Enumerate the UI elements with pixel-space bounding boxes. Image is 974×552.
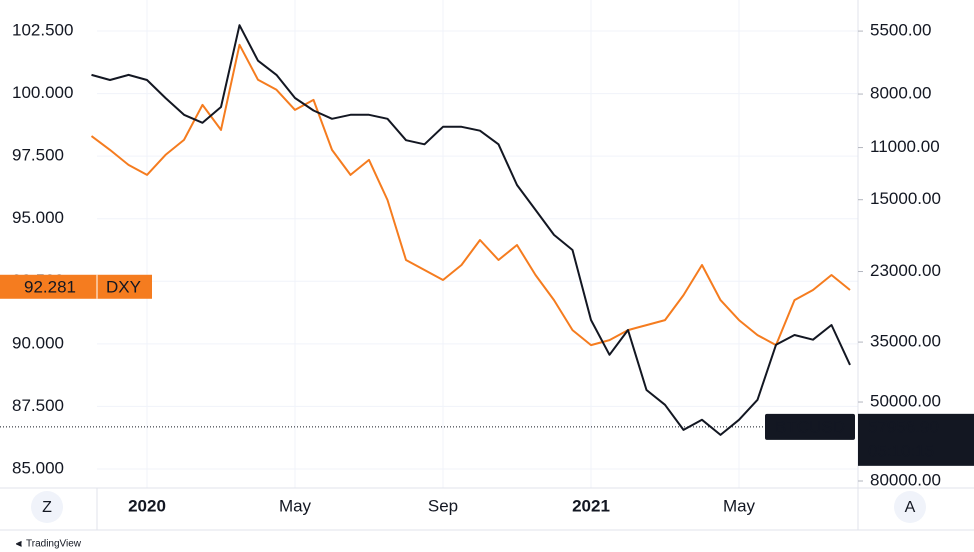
line-dxy [90, 43, 851, 347]
y-tick-label: 95.000 [12, 208, 64, 227]
series-tag-label: DXY [106, 277, 141, 296]
price-tag [858, 413, 974, 466]
x-tick-label: 2021 [572, 496, 610, 515]
price-tag-label: 92.281 [24, 277, 76, 296]
y2-tick-label: 80000.00 [870, 470, 941, 489]
y2-tick-label: 15000.00 [870, 189, 941, 208]
price-tag-label: 57956.90 [868, 417, 939, 436]
y-tick-label: 87.500 [12, 396, 64, 415]
y-tick-label: 102.500 [12, 21, 73, 40]
x-tick-label: 2020 [128, 496, 166, 515]
y2-tick-label: 5500.00 [870, 21, 931, 40]
line-btcusd [91, 24, 851, 436]
y2-tick-label: 23000.00 [870, 261, 941, 280]
zoom-button[interactable] [31, 491, 63, 523]
y-tick-label: 90.000 [12, 333, 64, 352]
x-tick-label: Sep [428, 496, 458, 515]
price-tag [0, 274, 152, 299]
series-tag [765, 413, 855, 440]
logo: TradingView [26, 539, 82, 550]
logo-mark: ⫷ [16, 539, 22, 550]
zoom-button-label[interactable]: Z [42, 499, 52, 516]
x-tick-label: May [279, 496, 312, 515]
y2-tick-label: 11000.00 [870, 137, 940, 156]
auto-button-label[interactable]: A [905, 499, 916, 516]
y-tick-label: 97.500 [12, 146, 64, 165]
x-tick-label: May [723, 496, 756, 515]
auto-button[interactable] [894, 491, 926, 523]
y2-tick-label: 8000.00 [870, 84, 931, 103]
y-tick-label: 85.000 [12, 458, 64, 477]
series-tag-label: BTCUSD [775, 417, 845, 436]
y-tick-label: 100.000 [12, 83, 73, 102]
countdown-label: 05:10:15 [868, 441, 934, 460]
y2-tick-label: 35000.00 [870, 332, 941, 351]
y2-tick-label: 50000.00 [870, 392, 941, 411]
